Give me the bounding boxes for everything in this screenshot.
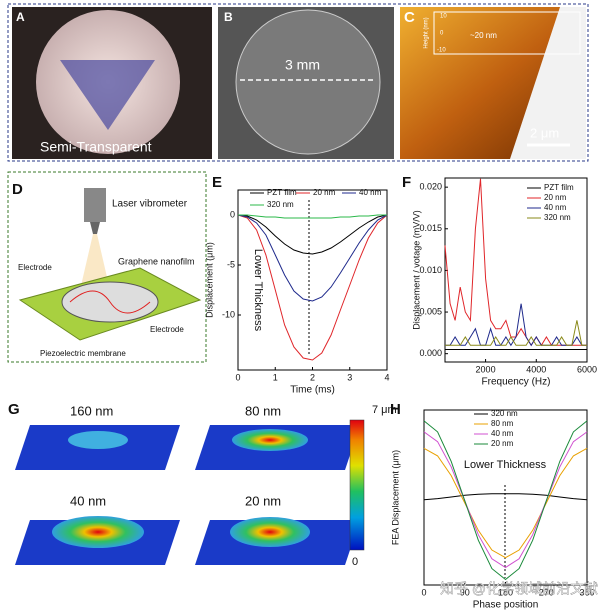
x-tick-label: 180: [498, 587, 513, 597]
lens: [90, 222, 100, 234]
y-tick-label: 0.020: [419, 182, 442, 192]
x-tick-label: 90: [460, 587, 470, 597]
x-tick-label: 0: [421, 587, 426, 597]
series-line: [445, 320, 587, 346]
legend-label: 320 nm: [491, 409, 518, 418]
legend-label: 40 nm: [359, 188, 382, 197]
legend-label: PZT film: [267, 188, 297, 197]
colorbar-label: 0: [352, 556, 358, 568]
scale-label: 2 μm: [530, 125, 559, 140]
legend-label: 40 nm: [491, 429, 514, 438]
series-line: [423, 493, 588, 501]
label: 20 nm: [245, 493, 281, 508]
y-tick-label: 0.010: [419, 265, 442, 275]
legend-label: 20 nm: [313, 188, 336, 197]
x-axis-label: Phase position: [473, 600, 539, 611]
label: ~20 nm: [470, 31, 497, 40]
panel-frame: [7, 171, 207, 363]
plates: [15, 425, 360, 565]
tick-label: 10: [440, 14, 447, 20]
pattern: [60, 60, 155, 130]
legend-label: PZT film: [544, 183, 574, 192]
legend-label: 20 nm: [544, 193, 567, 202]
y-axis-label: Displacement (μm): [204, 242, 214, 318]
x-axis-label: Frequency (Hz): [482, 377, 551, 388]
laser: [80, 234, 110, 290]
colorbar: [349, 419, 365, 551]
panel-letter: G: [8, 401, 20, 418]
y-tick-label: 0.015: [419, 223, 442, 233]
legend-label: 320 nm: [267, 200, 294, 209]
panel-frame: [7, 3, 589, 162]
y-axis-label: FEA Displacement (μm): [390, 450, 400, 545]
inset: [433, 11, 581, 55]
series-line: [238, 214, 387, 219]
legend-label: 20 nm: [491, 439, 514, 448]
annotation: Lower Thickness: [464, 459, 547, 471]
charts: 0 1 2 3 4 0 -5 -10 Time (ms) Displacement (μm) PZT…: [204, 177, 597, 611]
panel-letter: A: [16, 10, 25, 24]
series-line: [423, 431, 588, 569]
tick-label: -10: [437, 48, 446, 54]
label: Graphene nanofilm: [118, 256, 195, 266]
label: Laser vibrometer: [112, 199, 188, 210]
y-tick-label: 0: [230, 209, 235, 219]
legend-label: 80 nm: [491, 419, 514, 428]
label: 80 nm: [245, 403, 281, 418]
x-tick-label: 6000: [577, 364, 597, 374]
label: 40 nm: [70, 493, 106, 508]
panel-letter: C: [404, 9, 415, 26]
x-tick-label: 2: [310, 372, 315, 382]
series-line: [423, 447, 588, 559]
series-line: [445, 303, 587, 347]
y-axis-label: Displacement / votage (mV/V): [411, 210, 421, 330]
axis-label: Height (nm): [424, 17, 430, 48]
series-line: [237, 214, 388, 302]
x-tick-label: 4000: [526, 364, 546, 374]
tick-label: 0: [440, 31, 444, 37]
annotation: Lower Thickness: [252, 249, 264, 332]
y-tick-label: -10: [222, 309, 235, 319]
colorbar-label: 7 μm: [372, 404, 397, 416]
label: Piezoelectric membrane: [40, 349, 126, 358]
series-line: [237, 214, 388, 255]
x-axis-label: Time (ms): [290, 385, 335, 396]
y-tick-label: 0.005: [419, 306, 442, 316]
label: Electrode: [150, 325, 184, 334]
x-tick-label: 270: [539, 587, 554, 597]
x-tick-label: 2000: [476, 364, 496, 374]
label: Semi-Transparent: [40, 139, 152, 155]
label: 3 mm: [285, 57, 320, 73]
legend-label: 320 nm: [544, 213, 571, 222]
series-line: [423, 420, 588, 581]
panel-letter: D: [12, 181, 23, 198]
wave: [69, 290, 151, 314]
x-tick-label: 360: [579, 587, 594, 597]
series-line: [237, 214, 388, 361]
y-tick-label: -5: [227, 259, 235, 269]
membrane: [235, 9, 381, 155]
y-tick-label: 0.000: [419, 348, 442, 358]
panel-letter: F: [402, 174, 411, 191]
substrate: [510, 7, 586, 159]
panel-letter: H: [390, 401, 401, 418]
vibrometer: [84, 188, 106, 222]
x-tick-label: 0: [235, 372, 240, 382]
label: Electrode: [18, 263, 52, 272]
x-tick-label: 4: [384, 372, 389, 382]
panel-letter: E: [212, 174, 222, 191]
legend-label: 40 nm: [544, 203, 567, 212]
label: 160 nm: [70, 403, 113, 418]
watermark: 知乎 @化学领域前沿文献: [440, 581, 598, 597]
x-tick-label: 3: [347, 372, 352, 382]
x-tick-label: 1: [273, 372, 278, 382]
panel-letter: B: [224, 10, 233, 24]
